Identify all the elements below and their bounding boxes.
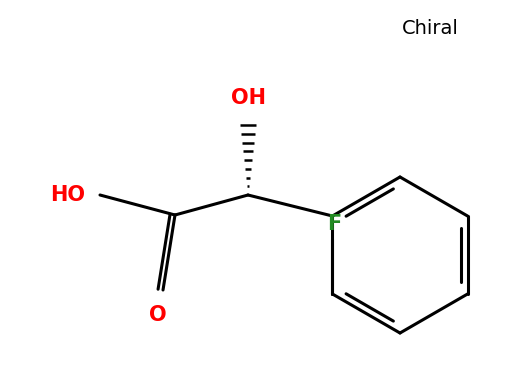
Text: O: O (149, 305, 167, 325)
Text: F: F (327, 214, 342, 234)
Text: OH: OH (230, 88, 266, 108)
Text: Chiral: Chiral (401, 19, 458, 37)
Text: HO: HO (51, 185, 86, 205)
